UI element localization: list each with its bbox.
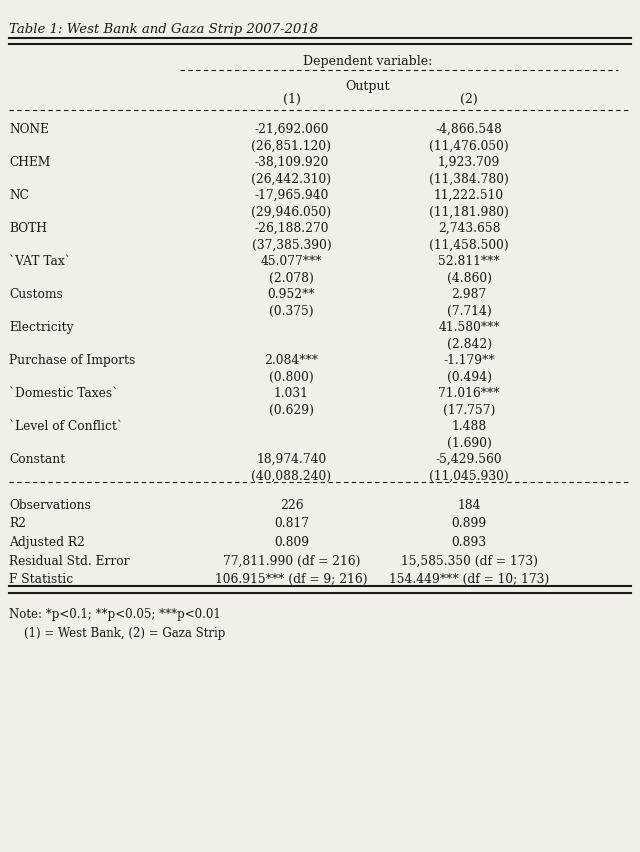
Text: NC: NC [9,189,29,202]
Text: (11,384.780): (11,384.780) [429,172,509,186]
Text: (17.757): (17.757) [443,404,495,417]
Text: 1,923.709: 1,923.709 [438,156,500,169]
Text: (2): (2) [460,94,478,106]
Text: 1.031: 1.031 [274,387,309,400]
Text: R2: R2 [9,517,26,531]
Text: (11,458.500): (11,458.500) [429,239,509,251]
Text: Table 1: West Bank and Gaza Strip 2007-2018: Table 1: West Bank and Gaza Strip 2007-2… [9,23,318,36]
Text: 0.817: 0.817 [274,517,309,531]
Text: -38,109.920: -38,109.920 [254,156,328,169]
Text: (0.629): (0.629) [269,404,314,417]
Text: 0.952**: 0.952** [268,288,316,301]
Text: (11,045.930): (11,045.930) [429,469,509,482]
Text: 18,974.740: 18,974.740 [257,453,326,466]
Text: (37,385.390): (37,385.390) [252,239,332,251]
Text: -21,692.060: -21,692.060 [254,123,329,136]
Text: -26,188.270: -26,188.270 [254,222,329,235]
Text: 1.488: 1.488 [451,420,486,433]
Text: (11,476.050): (11,476.050) [429,140,509,153]
Text: 52.811***: 52.811*** [438,255,500,268]
Text: 77,811.990 (df = 216): 77,811.990 (df = 216) [223,555,360,567]
Text: Constant: Constant [9,453,65,466]
Text: 45.077***: 45.077*** [260,255,322,268]
Text: 2.987: 2.987 [451,288,486,301]
Text: Observations: Observations [9,498,91,512]
Text: (0.494): (0.494) [447,371,492,383]
Text: Purchase of Imports: Purchase of Imports [9,354,136,367]
Text: (0.800): (0.800) [269,371,314,383]
Text: `Level of Conflict`: `Level of Conflict` [9,420,123,433]
Text: 106.915*** (df = 9; 216): 106.915*** (df = 9; 216) [215,573,368,586]
Text: (2.078): (2.078) [269,272,314,285]
Text: 226: 226 [280,498,303,512]
Text: `VAT Tax`: `VAT Tax` [9,255,71,268]
Text: (29,946.050): (29,946.050) [252,205,332,218]
Text: (40,088.240): (40,088.240) [252,469,332,482]
Text: (0.375): (0.375) [269,304,314,318]
Text: (11,181.980): (11,181.980) [429,205,509,218]
Text: (1): (1) [282,94,300,106]
Text: (1.690): (1.690) [447,436,492,450]
Text: Residual Std. Error: Residual Std. Error [9,555,130,567]
Text: Dependent variable:: Dependent variable: [303,55,432,68]
Text: -1.179**: -1.179** [444,354,495,367]
Text: -17,965.940: -17,965.940 [254,189,328,202]
Text: 184: 184 [458,498,481,512]
Text: CHEM: CHEM [9,156,51,169]
Text: (2.842): (2.842) [447,337,492,350]
Text: Electricity: Electricity [9,321,74,334]
Text: (1) = West Bank, (2) = Gaza Strip: (1) = West Bank, (2) = Gaza Strip [9,626,225,640]
Text: BOTH: BOTH [9,222,47,235]
Text: 0.893: 0.893 [452,536,486,549]
Text: F Statistic: F Statistic [9,573,73,586]
Text: 41.580***: 41.580*** [438,321,500,334]
Text: Customs: Customs [9,288,63,301]
Text: -4,866.548: -4,866.548 [436,123,502,136]
Text: (7.714): (7.714) [447,304,492,318]
Text: 71.016***: 71.016*** [438,387,500,400]
Text: `Domestic Taxes`: `Domestic Taxes` [9,387,118,400]
Text: 154.449*** (df = 10; 173): 154.449*** (df = 10; 173) [389,573,549,586]
Text: 2,743.658: 2,743.658 [438,222,500,235]
Text: 11,222.510: 11,222.510 [434,189,504,202]
Text: 2.084***: 2.084*** [264,354,319,367]
Text: (26,851.120): (26,851.120) [252,140,332,153]
Text: 0.899: 0.899 [451,517,486,531]
Text: NONE: NONE [9,123,49,136]
Text: Output: Output [346,80,390,93]
Text: 15,585.350 (df = 173): 15,585.350 (df = 173) [401,555,538,567]
Text: -5,429.560: -5,429.560 [436,453,502,466]
Text: 0.809: 0.809 [274,536,309,549]
Text: (4.860): (4.860) [447,272,492,285]
Text: (26,442.310): (26,442.310) [252,172,332,186]
Text: Note: *p<0.1; **p<0.05; ***p<0.01: Note: *p<0.1; **p<0.05; ***p<0.01 [9,608,221,621]
Text: Adjusted R2: Adjusted R2 [9,536,85,549]
